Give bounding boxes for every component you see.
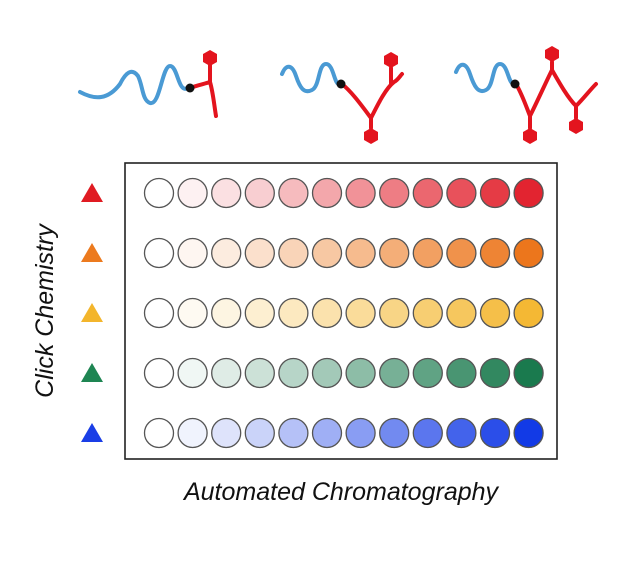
well-yellow-1 (143, 297, 175, 329)
well-orange-10 (446, 237, 477, 269)
red-chain (514, 65, 598, 121)
well-red-11 (479, 177, 511, 209)
hexagon-end-group (523, 128, 537, 144)
polymer-three-branch (454, 46, 598, 144)
well-blue-11 (479, 417, 511, 449)
well-red-3 (211, 177, 242, 209)
well-orange-8 (379, 237, 410, 269)
well-orange-4 (244, 237, 275, 269)
red-chain (340, 72, 404, 122)
well-green-12 (513, 357, 544, 389)
well-blue-12 (513, 417, 544, 449)
well-yellow-10 (446, 297, 477, 329)
well-blue-5 (278, 417, 309, 449)
well-green-6 (311, 357, 343, 389)
row-marker-green-triangle-icon (81, 363, 103, 382)
well-blue-2 (177, 417, 208, 449)
well-yellow-7 (345, 297, 376, 329)
blue-strand (78, 63, 190, 105)
well-yellow-11 (479, 297, 511, 329)
well-yellow-6 (311, 297, 343, 329)
polymer-illustrations (78, 46, 598, 144)
well-green-10 (446, 357, 477, 389)
well-blue-3 (211, 417, 242, 449)
well-green-1 (143, 357, 175, 389)
hexagon-end-group (364, 128, 378, 144)
well-yellow-12 (513, 297, 544, 329)
well-red-10 (446, 177, 477, 209)
row-marker-yellow-triangle-icon (81, 303, 103, 322)
row-marker-red-triangle-icon (81, 183, 103, 202)
row-marker-blue-triangle-icon (81, 423, 103, 442)
hexagon-end-group (569, 118, 583, 134)
blue-strand (280, 61, 342, 94)
well-green-7 (345, 357, 376, 389)
well-yellow-8 (379, 297, 410, 329)
polymer-two-branch (280, 52, 404, 144)
row-markers (81, 183, 103, 442)
well-green-4 (244, 357, 275, 389)
well-red-8 (379, 177, 410, 209)
well-yellow-5 (278, 297, 309, 329)
well-red-5 (278, 177, 309, 209)
blue-strand (454, 61, 516, 93)
well-blue-9 (412, 417, 443, 449)
polymer-one-branch (78, 50, 218, 118)
well-orange-12 (513, 237, 544, 269)
well-red-4 (244, 177, 275, 209)
well-green-3 (211, 357, 242, 389)
well-yellow-2 (177, 297, 208, 329)
well-green-11 (479, 357, 511, 389)
junction-dot (185, 83, 195, 93)
well-red-9 (412, 177, 443, 209)
well-red-2 (177, 177, 208, 209)
well-green-9 (412, 357, 443, 389)
well-grid (143, 177, 544, 449)
well-orange-9 (412, 237, 443, 269)
y-axis-label: Click Chemistry (31, 223, 59, 398)
well-orange-7 (345, 237, 376, 269)
well-orange-11 (479, 237, 511, 269)
hexagon-end-group (545, 46, 559, 62)
well-blue-7 (345, 417, 376, 449)
well-red-1 (143, 177, 175, 209)
well-red-7 (345, 177, 376, 209)
well-orange-3 (211, 237, 242, 269)
well-blue-8 (379, 417, 410, 449)
x-axis-label: Automated Chromatography (182, 478, 500, 506)
well-blue-1 (143, 417, 175, 449)
well-orange-1 (143, 237, 175, 269)
well-blue-4 (244, 417, 275, 449)
well-green-2 (177, 357, 208, 389)
well-red-6 (311, 177, 343, 209)
junction-dot (510, 79, 520, 89)
well-yellow-3 (211, 297, 242, 329)
well-orange-6 (311, 237, 343, 269)
well-green-5 (278, 357, 309, 389)
well-blue-6 (311, 417, 343, 449)
row-marker-orange-triangle-icon (81, 243, 103, 262)
well-yellow-9 (412, 297, 443, 329)
well-orange-5 (278, 237, 309, 269)
hexagon-end-group (384, 52, 398, 68)
well-blue-10 (446, 417, 477, 449)
junction-dot (336, 79, 346, 89)
well-red-12 (513, 177, 544, 209)
well-yellow-4 (244, 297, 275, 329)
well-green-8 (379, 357, 410, 389)
hexagon-end-group (203, 50, 217, 66)
well-orange-2 (177, 237, 208, 269)
